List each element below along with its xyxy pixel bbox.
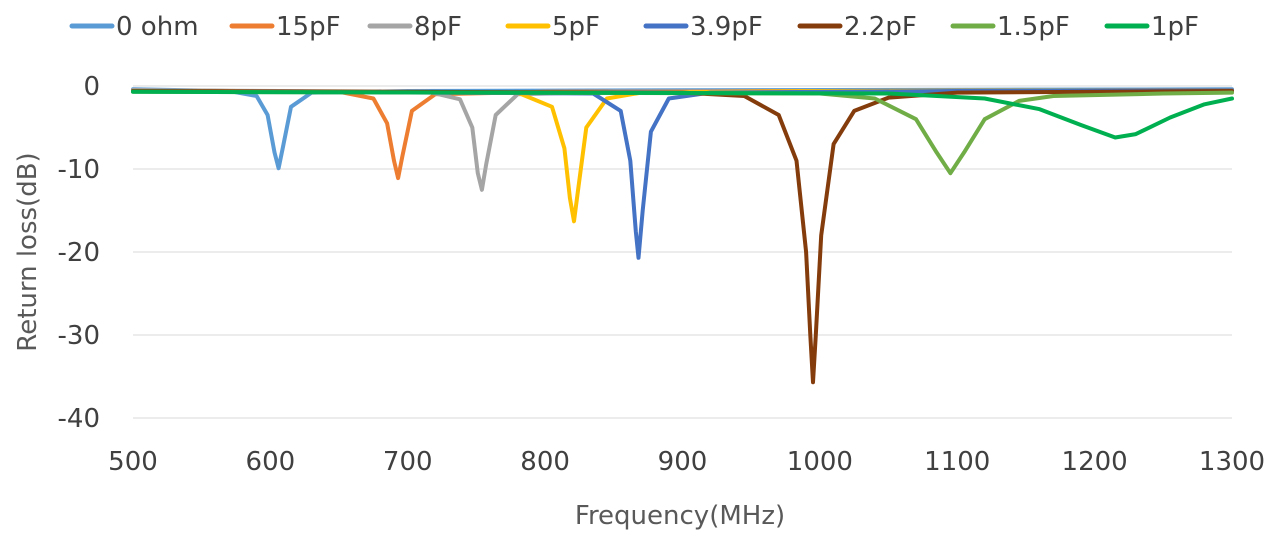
legend-item: 3.9pF xyxy=(643,12,763,42)
y-tick-label: 0 xyxy=(83,72,100,102)
legend-item: 1pF xyxy=(1104,12,1199,42)
series-line-3 xyxy=(131,88,1234,224)
legend-label: 2.2pF xyxy=(844,12,917,42)
y-tick-label: -10 xyxy=(58,155,100,185)
y-axis: 0 -10 -20 -30 -40 xyxy=(58,72,100,434)
legend-label: 1.5pF xyxy=(997,12,1070,42)
legend-label: 0 ohm xyxy=(116,12,199,42)
x-tick-label: 700 xyxy=(383,447,433,477)
legend-item: 8pF xyxy=(367,12,462,42)
series-line-2 xyxy=(131,88,1234,192)
legend-label: 15pF xyxy=(276,12,341,42)
plot-area xyxy=(131,87,1234,385)
legend-item: 1.5pF xyxy=(950,12,1070,42)
x-tick-label: 1200 xyxy=(1062,447,1128,477)
y-tick-label: -20 xyxy=(58,238,100,268)
legend-item: 5pF xyxy=(505,12,600,42)
x-tick-label: 1100 xyxy=(924,447,990,477)
legend-item: 0 ohm xyxy=(69,12,199,42)
series-line-4 xyxy=(131,88,1234,260)
legend-item: 2.2pF xyxy=(797,12,917,42)
x-tick-label: 1300 xyxy=(1199,447,1265,477)
x-axis-title: Frequency(MHz) xyxy=(575,501,785,531)
legend-label: 8pF xyxy=(414,12,462,42)
x-tick-label: 600 xyxy=(246,447,296,477)
legend-item: 15pF xyxy=(229,12,341,42)
series-line-5 xyxy=(131,89,1234,385)
x-tick-label: 1000 xyxy=(787,447,853,477)
x-tick-label: 800 xyxy=(520,447,570,477)
legend-label: 3.9pF xyxy=(690,12,763,42)
x-tick-label: 900 xyxy=(658,447,708,477)
x-axis: 500 600 700 800 900 1000 1100 1200 1300 xyxy=(108,447,1265,477)
y-axis-title: Return loss(dB) xyxy=(13,152,43,351)
x-tick-label: 500 xyxy=(108,447,158,477)
legend-label: 5pF xyxy=(552,12,600,42)
grid xyxy=(133,85,1232,419)
legend: 0 ohm 15pF 8pF 5pF 3.9pF 2.2pF 1.5pF 1pF xyxy=(69,12,1199,42)
series-line-7 xyxy=(131,89,1234,140)
series-line-0 xyxy=(131,87,1234,171)
series-line-6 xyxy=(131,89,1234,176)
y-tick-label: -30 xyxy=(58,321,100,351)
y-tick-label: -40 xyxy=(58,404,100,434)
legend-label: 1pF xyxy=(1151,12,1199,42)
